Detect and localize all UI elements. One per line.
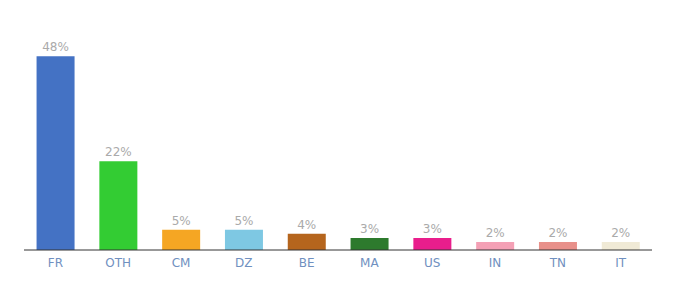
svg-text:2%: 2%	[486, 226, 505, 240]
svg-text:5%: 5%	[234, 214, 253, 228]
svg-text:CM: CM	[172, 256, 191, 270]
svg-text:48%: 48%	[42, 40, 69, 54]
svg-text:22%: 22%	[105, 145, 132, 159]
svg-text:TN: TN	[549, 256, 566, 270]
svg-text:IT: IT	[615, 256, 627, 270]
svg-text:4%: 4%	[297, 218, 316, 232]
svg-text:IN: IN	[489, 256, 502, 270]
svg-text:US: US	[424, 256, 440, 270]
svg-text:FR: FR	[48, 256, 63, 270]
svg-text:MA: MA	[360, 256, 379, 270]
svg-text:2%: 2%	[548, 226, 567, 240]
svg-text:3%: 3%	[423, 222, 442, 236]
svg-text:OTH: OTH	[105, 256, 131, 270]
svg-text:5%: 5%	[172, 214, 191, 228]
svg-text:2%: 2%	[611, 226, 630, 240]
svg-text:BE: BE	[299, 256, 315, 270]
svg-text:3%: 3%	[360, 222, 379, 236]
svg-text:DZ: DZ	[235, 256, 252, 270]
